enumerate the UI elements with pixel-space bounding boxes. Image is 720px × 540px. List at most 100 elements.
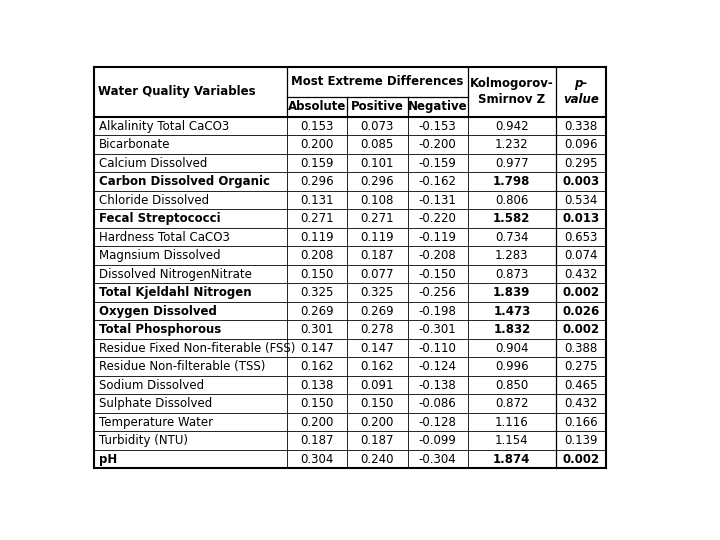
Text: 0.119: 0.119 <box>300 231 334 244</box>
Text: 0.085: 0.085 <box>361 138 394 151</box>
Text: -0.124: -0.124 <box>418 360 456 373</box>
Text: 0.996: 0.996 <box>495 360 528 373</box>
Text: 1.283: 1.283 <box>495 249 528 262</box>
Text: -0.119: -0.119 <box>418 231 456 244</box>
Text: Residue Fixed Non-fiterable (FSS): Residue Fixed Non-fiterable (FSS) <box>99 342 295 355</box>
Text: 0.275: 0.275 <box>564 360 598 373</box>
Text: 0.653: 0.653 <box>564 231 598 244</box>
Text: Total Phosphorous: Total Phosphorous <box>99 323 221 336</box>
Text: -0.198: -0.198 <box>419 305 456 318</box>
Text: 0.002: 0.002 <box>562 453 600 465</box>
Text: 0.200: 0.200 <box>361 416 394 429</box>
Text: 0.465: 0.465 <box>564 379 598 392</box>
Text: 0.325: 0.325 <box>300 286 334 299</box>
Text: Alkalinity Total CaCO3: Alkalinity Total CaCO3 <box>99 119 229 132</box>
Text: Water Quality Variables: Water Quality Variables <box>98 85 256 98</box>
Text: 0.002: 0.002 <box>562 286 600 299</box>
Text: 1.232: 1.232 <box>495 138 528 151</box>
Text: Total Kjeldahl Nitrogen: Total Kjeldahl Nitrogen <box>99 286 251 299</box>
Text: 0.153: 0.153 <box>300 119 334 132</box>
Text: -0.153: -0.153 <box>419 119 456 132</box>
Text: Absolute: Absolute <box>288 100 346 113</box>
Text: 0.187: 0.187 <box>300 434 334 447</box>
Text: 1.798: 1.798 <box>493 175 531 188</box>
Text: 0.139: 0.139 <box>564 434 598 447</box>
Text: Residue Non-filterable (TSS): Residue Non-filterable (TSS) <box>99 360 265 373</box>
Text: 0.138: 0.138 <box>300 379 334 392</box>
Text: 0.150: 0.150 <box>300 397 334 410</box>
Text: 0.101: 0.101 <box>361 157 394 170</box>
Text: 1.839: 1.839 <box>493 286 531 299</box>
Text: 0.432: 0.432 <box>564 267 598 281</box>
Text: -0.304: -0.304 <box>419 453 456 465</box>
Text: 0.269: 0.269 <box>300 305 334 318</box>
Text: Carbon Dissolved Organic: Carbon Dissolved Organic <box>99 175 270 188</box>
Text: 0.187: 0.187 <box>361 434 394 447</box>
Text: Calcium Dissolved: Calcium Dissolved <box>99 157 207 170</box>
Text: 0.150: 0.150 <box>300 267 334 281</box>
Text: 1.116: 1.116 <box>495 416 528 429</box>
Text: 1.582: 1.582 <box>493 212 531 225</box>
Text: 0.850: 0.850 <box>495 379 528 392</box>
Text: 0.873: 0.873 <box>495 267 528 281</box>
Text: 0.147: 0.147 <box>300 342 334 355</box>
Text: Hardness Total CaCO3: Hardness Total CaCO3 <box>99 231 230 244</box>
Text: -0.200: -0.200 <box>419 138 456 151</box>
Text: pH: pH <box>99 453 117 465</box>
Text: 0.096: 0.096 <box>564 138 598 151</box>
Text: 0.734: 0.734 <box>495 231 528 244</box>
Text: -0.086: -0.086 <box>419 397 456 410</box>
Text: 0.074: 0.074 <box>564 249 598 262</box>
Text: Magnsium Dissolved: Magnsium Dissolved <box>99 249 220 262</box>
Text: 0.295: 0.295 <box>564 157 598 170</box>
Text: Most Extreme Differences: Most Extreme Differences <box>291 76 464 89</box>
Text: 0.388: 0.388 <box>564 342 598 355</box>
Text: 0.977: 0.977 <box>495 157 528 170</box>
Text: -0.208: -0.208 <box>419 249 456 262</box>
Text: 0.003: 0.003 <box>562 175 600 188</box>
Text: p-
value: p- value <box>563 77 599 106</box>
Text: Bicarbonate: Bicarbonate <box>99 138 171 151</box>
Text: 0.166: 0.166 <box>564 416 598 429</box>
Text: 0.534: 0.534 <box>564 193 598 206</box>
Text: 0.200: 0.200 <box>300 416 334 429</box>
Text: 0.208: 0.208 <box>300 249 334 262</box>
Text: Positive: Positive <box>351 100 404 113</box>
Text: -0.099: -0.099 <box>419 434 456 447</box>
Text: 0.269: 0.269 <box>361 305 394 318</box>
Text: 1.832: 1.832 <box>493 323 531 336</box>
Text: Dissolved NitrogenNitrate: Dissolved NitrogenNitrate <box>99 267 252 281</box>
Text: Fecal Streptococci: Fecal Streptococci <box>99 212 220 225</box>
Text: 0.301: 0.301 <box>300 323 334 336</box>
Text: Kolmogorov-
Smirnov Z: Kolmogorov- Smirnov Z <box>470 77 554 106</box>
Text: 0.013: 0.013 <box>562 212 600 225</box>
Text: 0.162: 0.162 <box>361 360 394 373</box>
Text: 0.150: 0.150 <box>361 397 394 410</box>
Text: 0.806: 0.806 <box>495 193 528 206</box>
Text: 0.131: 0.131 <box>300 193 334 206</box>
Text: -0.110: -0.110 <box>419 342 456 355</box>
Text: -0.256: -0.256 <box>419 286 456 299</box>
Text: Sulphate Dissolved: Sulphate Dissolved <box>99 397 212 410</box>
Text: 0.872: 0.872 <box>495 397 528 410</box>
Text: 0.162: 0.162 <box>300 360 334 373</box>
Text: -0.162: -0.162 <box>418 175 456 188</box>
Text: 0.296: 0.296 <box>361 175 394 188</box>
Text: 0.073: 0.073 <box>361 119 394 132</box>
Text: 0.147: 0.147 <box>361 342 394 355</box>
Text: Temperature Water: Temperature Water <box>99 416 213 429</box>
Text: -0.138: -0.138 <box>419 379 456 392</box>
Text: 0.200: 0.200 <box>300 138 334 151</box>
Text: 0.026: 0.026 <box>562 305 600 318</box>
Text: 0.002: 0.002 <box>562 323 600 336</box>
Text: 1.473: 1.473 <box>493 305 531 318</box>
Text: 0.159: 0.159 <box>300 157 334 170</box>
Text: 1.874: 1.874 <box>493 453 531 465</box>
Text: 0.119: 0.119 <box>361 231 394 244</box>
Text: 0.338: 0.338 <box>564 119 598 132</box>
Text: 1.154: 1.154 <box>495 434 528 447</box>
Text: 0.271: 0.271 <box>300 212 334 225</box>
Text: 0.432: 0.432 <box>564 397 598 410</box>
Text: 0.271: 0.271 <box>361 212 394 225</box>
Text: 0.304: 0.304 <box>300 453 334 465</box>
